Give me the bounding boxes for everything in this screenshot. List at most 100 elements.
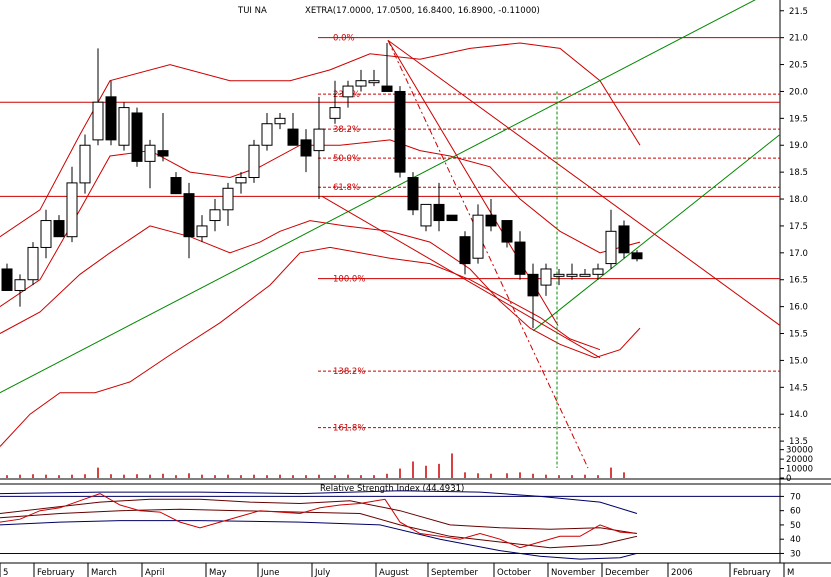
- candle-0: [1, 263, 13, 291]
- bollinger-outer: [0, 246, 601, 447]
- candle-8: [105, 80, 117, 146]
- rsi-tick-label-3: 40: [790, 535, 801, 545]
- candle-14: [183, 182, 195, 259]
- candle-body: [540, 268, 552, 286]
- candle-body: [592, 268, 604, 275]
- price-tick-label-12: 19.5: [789, 114, 808, 124]
- candle-body: [53, 220, 65, 238]
- price-panel: 0.0%23.6%38.2%50.0%61.8%100.0%138.2%161.…: [0, 0, 781, 469]
- candle-body: [27, 246, 39, 281]
- x-tick-label-9: October: [497, 568, 532, 577]
- candle-11: [144, 139, 156, 189]
- candle-6: [79, 134, 91, 194]
- candle-48: [631, 250, 643, 262]
- candle-body: [40, 220, 52, 248]
- x-tick-label-14: M: [787, 568, 794, 577]
- candle-32: [420, 203, 432, 232]
- x-tick-label-6: July: [314, 568, 330, 577]
- x-tick-label-5: June: [260, 568, 280, 577]
- fib-label-4: 61.8%: [333, 183, 360, 193]
- axes: 13.5 14.0 14.5 15.0 15.5 16.0 16.5 17.0 17.5 18.0…: [0, 7, 813, 577]
- rsi-tick-label-4: 30: [790, 549, 801, 559]
- candle-body: [631, 252, 643, 260]
- candle-28: [368, 69, 380, 87]
- price-tick-label-10: 18.5: [789, 168, 808, 178]
- rsi-average-2: [0, 508, 638, 549]
- volume-panel: [6, 453, 625, 478]
- chart-symbol: TUI NA: [237, 6, 267, 16]
- candle-body: [235, 177, 247, 184]
- candle-37: [485, 199, 497, 232]
- price-tick-label-5: 16.0: [789, 303, 808, 313]
- rsi-band-lower: [0, 520, 638, 560]
- candle-38: [501, 220, 513, 248]
- candle-47: [618, 220, 630, 259]
- candle-body: [170, 177, 182, 195]
- candle-7: [92, 48, 104, 146]
- candle-46: [605, 209, 617, 269]
- candle-body: [79, 144, 91, 184]
- candle-26: [342, 80, 354, 108]
- candle-body: [433, 203, 445, 222]
- candle-16: [209, 199, 221, 232]
- volume-tick-label-2: 10000: [786, 465, 813, 475]
- x-tick-label-13: February: [733, 568, 771, 577]
- candle-19: [248, 139, 260, 183]
- x-tick-label-0: 5: [3, 568, 8, 577]
- candle-12: [157, 112, 169, 162]
- candle-2: [27, 242, 39, 286]
- rsi-line: [0, 493, 638, 549]
- price-tick-label-8: 17.5: [789, 222, 808, 232]
- rsi-panel: Relative Strength Index (44.4931): [0, 484, 780, 560]
- x-tick-label-3: April: [145, 568, 164, 577]
- candle-body: [196, 225, 208, 238]
- candle-body: [300, 139, 312, 157]
- candle-39: [514, 231, 526, 280]
- candle-body: [342, 85, 354, 98]
- candle-body: [394, 90, 406, 173]
- candle-13: [170, 172, 182, 195]
- price-panel-frame: [0, 0, 780, 478]
- candle-body: [472, 214, 484, 259]
- candle-25: [329, 80, 341, 124]
- candle-29: [381, 43, 393, 92]
- candle-body: [131, 112, 143, 162]
- price-tick-label-4: 15.5: [789, 330, 808, 340]
- candle-20: [261, 112, 273, 151]
- candle-body: [407, 177, 419, 211]
- trend-line-5: [387, 40, 589, 469]
- candle-body: [329, 107, 341, 119]
- candle-body: [605, 230, 617, 265]
- candle-body: [313, 128, 325, 152]
- candle-40: [527, 263, 539, 329]
- candle-body: [105, 96, 117, 141]
- candle-body: [355, 80, 367, 87]
- candle-21: [274, 112, 286, 130]
- candle-15: [196, 215, 208, 243]
- candle-5: [66, 166, 78, 243]
- candle-body: [1, 268, 13, 291]
- rsi-tick-label-1: 60: [790, 507, 801, 517]
- candle-34: [446, 214, 458, 222]
- candle-body: [183, 193, 195, 238]
- volume-tick-label-1: 20000: [786, 455, 813, 465]
- candle-22: [287, 112, 299, 146]
- price-tick-label-11: 19.0: [789, 141, 808, 151]
- x-tick-label-11: December: [605, 568, 650, 577]
- candle-body: [501, 220, 513, 243]
- candle-body: [248, 144, 260, 179]
- x-tick-label-7: August: [379, 568, 409, 577]
- fib-label-0: 0.0%: [333, 34, 355, 44]
- trend-line-2: [387, 39, 781, 326]
- candle-body: [222, 187, 234, 211]
- rsi-title: Relative Strength Index (44.4931): [320, 484, 464, 494]
- candle-body: [209, 209, 221, 222]
- price-tick-label-1: 14.0: [789, 410, 808, 420]
- bollinger-lower: [0, 220, 641, 359]
- candle-body: [566, 273, 578, 277]
- candle-33: [433, 182, 445, 232]
- x-tick-label-12: 2006: [671, 568, 693, 577]
- x-tick-label-10: November: [551, 568, 596, 577]
- candle-9: [118, 102, 130, 151]
